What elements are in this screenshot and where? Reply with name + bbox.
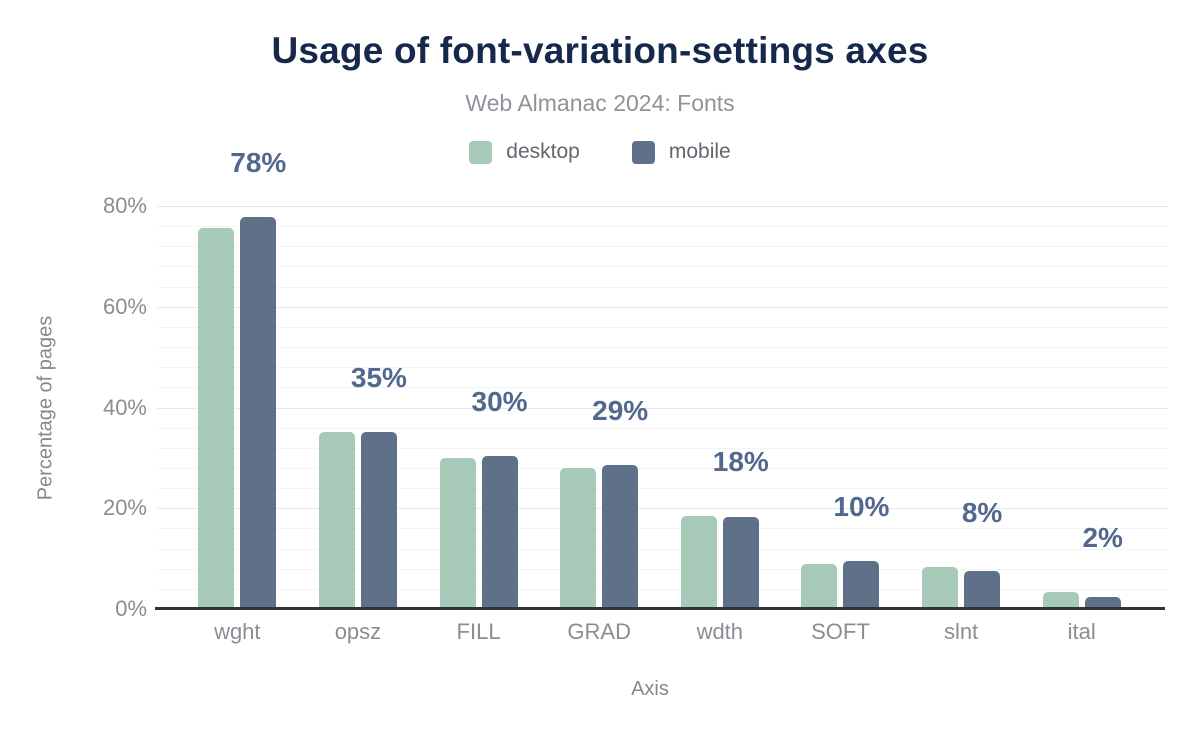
mobile-bar-wght[interactable] bbox=[240, 217, 277, 609]
bar-group-GRAD: 29% bbox=[539, 206, 660, 609]
mobile-bar-GRAD[interactable] bbox=[602, 464, 639, 609]
minor-gridline bbox=[157, 588, 1168, 590]
major-gridline bbox=[157, 306, 1168, 308]
x-tick-label-SOFT: SOFT bbox=[811, 619, 870, 644]
major-gridline bbox=[157, 407, 1168, 409]
x-axis-title: Axis bbox=[631, 678, 669, 700]
value-label-FILL: 30% bbox=[471, 386, 528, 418]
value-label-opsz: 35% bbox=[350, 361, 407, 393]
x-tick-label-FILL: FILL bbox=[456, 619, 501, 644]
x-tick-label-wdth: wdth bbox=[696, 619, 744, 644]
y-tick-label: 80% bbox=[102, 193, 147, 218]
minor-gridline bbox=[157, 528, 1168, 530]
minor-gridline bbox=[157, 447, 1168, 449]
bar-group-slnt: 8% bbox=[901, 206, 1022, 609]
legend: desktop mobile bbox=[0, 140, 1200, 164]
minor-gridline bbox=[157, 387, 1168, 389]
bar-group-opsz: 35% bbox=[298, 206, 419, 609]
desktop-bar-wdth[interactable] bbox=[680, 516, 717, 609]
major-gridline bbox=[157, 508, 1168, 510]
legend-label: desktop bbox=[506, 140, 580, 163]
value-label-slnt: 8% bbox=[961, 496, 1003, 528]
y-tick-label: 20% bbox=[102, 495, 147, 521]
value-label-wdth: 18% bbox=[712, 446, 769, 478]
mobile-bar-ital[interactable] bbox=[1084, 596, 1121, 609]
desktop-bar-opsz[interactable] bbox=[318, 431, 355, 609]
bar-group-SOFT: 10% bbox=[780, 206, 901, 609]
bar-group-ital: 2% bbox=[1021, 206, 1142, 609]
minor-gridline bbox=[157, 488, 1168, 490]
minor-gridline bbox=[157, 367, 1168, 369]
y-tick-label: 40% bbox=[102, 394, 147, 420]
value-label-wght: 78% bbox=[230, 147, 287, 179]
mobile-bar-FILL[interactable] bbox=[481, 456, 518, 609]
minor-gridline bbox=[157, 286, 1168, 288]
mobile-bar-opsz[interactable] bbox=[360, 431, 397, 609]
legend-swatch-desktop bbox=[469, 140, 493, 164]
desktop-bar-FILL[interactable] bbox=[439, 457, 476, 609]
chart-title: Usage of font-variation-settings axes bbox=[271, 30, 929, 71]
legend-item-mobile[interactable]: mobile bbox=[631, 140, 731, 164]
desktop-bar-wght[interactable] bbox=[198, 228, 235, 609]
x-tick-label-ital: ital bbox=[1067, 619, 1096, 644]
value-label-ital: 2% bbox=[1082, 521, 1123, 553]
x-tick-label-slnt: slnt bbox=[943, 619, 979, 644]
legend-item-desktop[interactable]: desktop bbox=[469, 140, 580, 164]
value-label-SOFT: 10% bbox=[833, 490, 890, 522]
chart-subtitle: Web Almanac 2024: Fonts bbox=[465, 90, 735, 116]
mobile-bar-slnt[interactable] bbox=[964, 570, 1001, 609]
minor-gridline bbox=[157, 467, 1168, 469]
minor-gridline bbox=[157, 568, 1168, 570]
minor-gridline bbox=[157, 548, 1168, 550]
plot-area: 78% 35% 30% 29% 18% 10% 8% 2% bbox=[157, 147, 1168, 609]
bar-group-wdth: 18% bbox=[660, 206, 781, 609]
bar-group-wght: 78% bbox=[177, 147, 298, 609]
minor-gridline bbox=[157, 266, 1168, 268]
minor-gridline bbox=[157, 326, 1168, 328]
bar-group-FILL: 30% bbox=[418, 206, 539, 609]
y-tick-label: 0% bbox=[115, 596, 147, 621]
minor-gridline bbox=[157, 347, 1168, 349]
x-axis-tick-labels: wght opsz FILL GRAD wdth SOFT slnt ital bbox=[177, 619, 1142, 645]
mobile-bar-SOFT[interactable] bbox=[843, 560, 880, 609]
mobile-bar-wdth[interactable] bbox=[722, 516, 759, 609]
legend-swatch-mobile bbox=[631, 140, 655, 164]
x-axis-line bbox=[155, 607, 1165, 610]
y-tick-label: 60% bbox=[102, 293, 147, 319]
desktop-bar-GRAD[interactable] bbox=[560, 468, 597, 609]
minor-gridline bbox=[157, 226, 1168, 228]
bar-groups: 78% 35% 30% 29% 18% 10% 8% 2% bbox=[177, 147, 1142, 609]
desktop-bar-SOFT[interactable] bbox=[801, 564, 838, 609]
x-tick-label-wght: wght bbox=[214, 619, 261, 644]
minor-gridline bbox=[157, 246, 1168, 248]
desktop-bar-ital[interactable] bbox=[1042, 591, 1079, 609]
desktop-bar-slnt[interactable] bbox=[922, 566, 959, 609]
minor-gridline bbox=[157, 427, 1168, 429]
legend-label: mobile bbox=[668, 140, 731, 163]
x-tick-label-opsz: opsz bbox=[334, 619, 382, 644]
value-label-GRAD: 29% bbox=[592, 394, 649, 426]
major-gridline bbox=[157, 206, 1168, 207]
x-tick-label-GRAD: GRAD bbox=[567, 619, 631, 644]
